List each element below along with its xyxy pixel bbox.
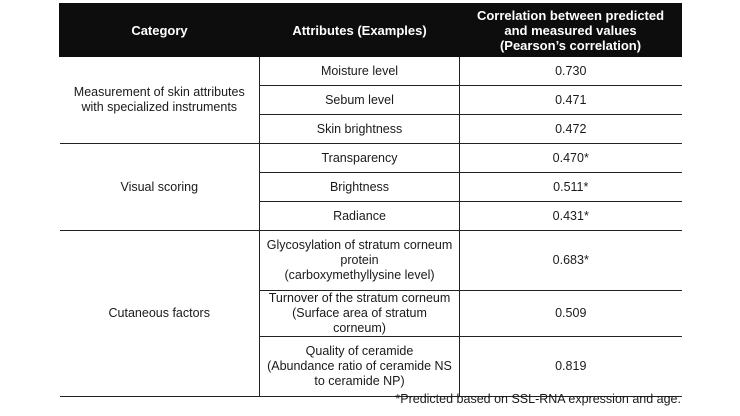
category-cell: Visual scoring: [59, 143, 260, 231]
header-category: Category: [59, 3, 260, 57]
attribute-cell: Sebum level: [259, 85, 460, 115]
table-row: Quality of ceramide (Abundance ratio of …: [60, 336, 682, 397]
table-row: Skin brightness 0.472: [60, 114, 682, 144]
header-attributes: Attributes (Examples): [259, 3, 460, 57]
category-cell: Cutaneous factors: [59, 230, 260, 397]
value-cell: 0.683*: [459, 230, 682, 291]
attribute-cell: Skin brightness: [259, 114, 460, 144]
attribute-cell: Radiance: [259, 201, 460, 231]
table-row: Turnover of the stratum corneum (Surface…: [60, 290, 682, 337]
attribute-cell: Turnover of the stratum corneum (Surface…: [259, 290, 460, 337]
table-row: Cutaneous factors Glycosylation of strat…: [59, 230, 682, 397]
footnote: *Predicted based on SSL-RNA expression a…: [395, 392, 681, 406]
attribute-cell: Moisture level: [259, 56, 460, 86]
attribute-cell: Brightness: [259, 172, 460, 202]
table-row: Visual scoring Transparency 0.470*: [59, 143, 682, 231]
attribute-cell: Glycosylation of stratum corneum protein…: [259, 230, 460, 291]
table-body: Measurement of skin attributes with spec…: [59, 56, 682, 397]
value-cell: 0.472: [459, 114, 682, 144]
value-cell: 0.509: [459, 290, 682, 337]
value-cell: 0.471: [459, 85, 682, 115]
value-cell: 0.730: [459, 56, 682, 86]
table-row: Sebum level 0.471: [60, 85, 682, 115]
header-row: Category Attributes (Examples) Correlati…: [59, 3, 682, 57]
correlation-table: Category Attributes (Examples) Correlati…: [59, 3, 682, 397]
category-cell: Measurement of skin attributes with spec…: [59, 56, 260, 144]
value-cell: 0.511*: [459, 172, 682, 202]
table-row: Brightness 0.511*: [60, 172, 682, 202]
attribute-cell: Quality of ceramide (Abundance ratio of …: [259, 336, 460, 397]
table-row: Measurement of skin attributes with spec…: [59, 56, 682, 144]
attribute-cell: Transparency: [259, 143, 460, 173]
header-correlation: Correlation between predicted and measur…: [459, 3, 682, 57]
value-cell: 0.819: [459, 336, 682, 397]
table-header: Category Attributes (Examples) Correlati…: [59, 3, 682, 57]
value-cell: 0.470*: [459, 143, 682, 173]
value-cell: 0.431*: [459, 201, 682, 231]
